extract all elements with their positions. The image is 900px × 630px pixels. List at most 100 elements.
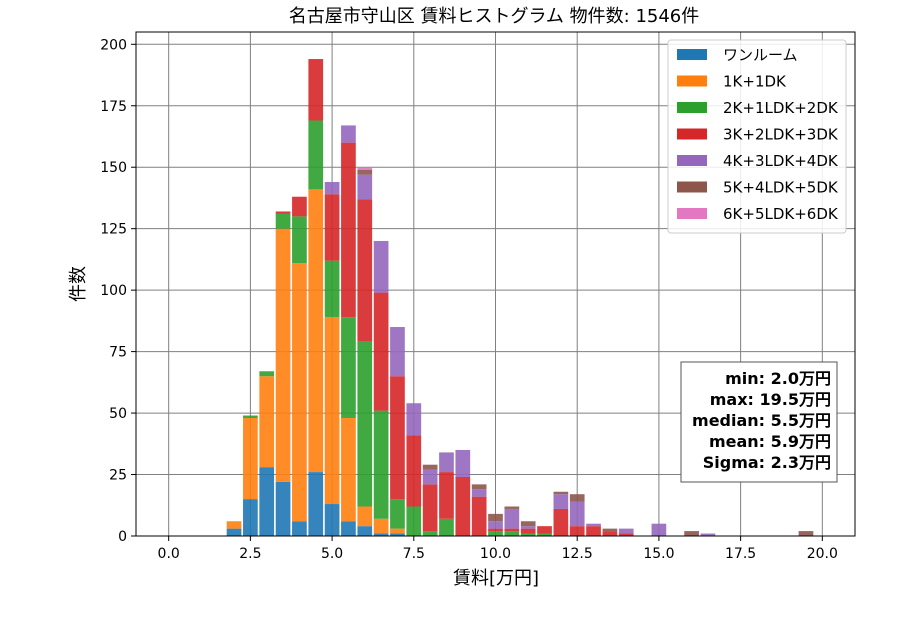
- legend-label-2: 2K+1LDK+2DK: [723, 99, 839, 117]
- bar-9.5-series-3: [471, 496, 487, 536]
- y-tick-label-0: 0: [118, 529, 127, 545]
- legend-label-4: 4K+3LDK+4DK: [723, 152, 839, 170]
- bar-2.5-series-1: [243, 417, 258, 500]
- legend: ワンルーム 1K+1DK 2K+1LDK+2DK 3K+2LDK+3DK 4K+3LDK…: [667, 39, 847, 234]
- bar-6.5-series-0: [373, 533, 389, 536]
- bar-6-series-2: [357, 341, 373, 507]
- stats-annotation-box: min: 2.0万円 max: 19.5万円 median: 5.5万円 mean: …: [680, 361, 838, 483]
- x-tick-label-1: 2.5: [239, 546, 261, 562]
- bar-3.5-series-0: [275, 481, 291, 536]
- bar-8.5-series-3: [439, 472, 454, 519]
- x-tick-label-5: 12.5: [562, 546, 593, 562]
- bar-5-series-0: [324, 504, 340, 536]
- bar-9.5-series-4: [471, 489, 487, 497]
- bar-10.5-series-3: [504, 528, 520, 532]
- bar-11-series-5: [520, 521, 536, 527]
- y-tick-label-6: 150: [100, 160, 127, 176]
- legend-swatch-4: [677, 155, 707, 166]
- bar-10.5-series-2: [504, 531, 520, 536]
- stats-line-3: mean: 5.9万円: [709, 432, 831, 451]
- bar-6.5-series-4: [373, 240, 389, 293]
- bar-6-series-3: [357, 199, 373, 342]
- y-axis-title: 件数: [68, 266, 89, 302]
- legend-label-5: 5K+4LDK+5DK: [723, 179, 839, 197]
- bar-9.5-series-5: [471, 484, 487, 490]
- stats-line-2: median: 5.5万円: [692, 411, 831, 430]
- bar-10-series-2: [488, 531, 503, 536]
- stats-line-4: Sigma: 2.3万円: [703, 453, 831, 472]
- legend-swatch-1: [677, 75, 707, 87]
- bar-4-series-3: [292, 196, 307, 217]
- bar-2.5-series-2: [243, 415, 258, 418]
- bar-8.5-series-4: [439, 452, 454, 473]
- bar-3.5-series-1: [275, 228, 291, 482]
- x-tick-label-8: 20.0: [807, 546, 838, 562]
- bar-6-series-1: [357, 506, 373, 527]
- bar-3-series-2: [259, 371, 275, 377]
- bar-10.5-series-4: [504, 508, 520, 529]
- bar-7-series-4: [390, 327, 405, 377]
- y-tick-label-5: 125: [100, 222, 127, 238]
- bar-7-series-1: [390, 528, 405, 534]
- bar-6-series-0: [357, 526, 373, 536]
- bar-11.5-series-2: [537, 533, 552, 536]
- bar-5.5-series-0: [341, 521, 356, 536]
- bar-5-series-3: [324, 194, 340, 261]
- bar-13.5-series-5: [602, 528, 618, 532]
- bar-8-series-3: [422, 484, 438, 532]
- bar-13-series-3: [586, 526, 601, 536]
- bar-7.5-series-3: [406, 435, 422, 507]
- bar-15-series-4: [651, 523, 667, 536]
- y-tick-label-7: 175: [100, 99, 127, 115]
- bar-8-series-5: [422, 464, 438, 470]
- stats-line-1: max: 19.5万円: [710, 390, 831, 409]
- bar-5.5-series-3: [341, 142, 356, 318]
- bar-6-series-5: [357, 169, 373, 175]
- bar-14-series-4: [618, 528, 634, 534]
- bar-10-series-3: [488, 528, 503, 532]
- bar-8.5-series-2: [439, 518, 454, 536]
- x-tick-label-6: 15.0: [643, 546, 674, 562]
- bar-6-series-4: [357, 174, 373, 200]
- legend-label-3: 3K+2LDK+3DK: [723, 126, 839, 144]
- bar-3-series-0: [259, 467, 275, 536]
- bar-6.5-series-3: [373, 292, 389, 411]
- legend-label-0: ワンルーム: [723, 46, 798, 64]
- y-axis-ticks: 0 25 50 75 100 125 150 175 200: [100, 37, 136, 545]
- bar-2-series-1: [226, 521, 242, 529]
- stats-line-0: min: 2.0万円: [725, 369, 831, 388]
- bar-7.5-series-4: [406, 403, 422, 436]
- bar-stacks: [226, 59, 814, 536]
- legend-swatch-6: [677, 208, 707, 219]
- bar-9-series-4: [455, 449, 471, 477]
- x-axis-title: 賃料[万円]: [453, 568, 539, 589]
- bar-12.5-series-3: [569, 526, 585, 536]
- bar-5-series-4: [324, 181, 340, 195]
- bar-5.5-series-2: [341, 317, 356, 418]
- bar-11-series-3: [520, 528, 536, 534]
- bar-7-series-3: [390, 376, 405, 500]
- bar-12.5-series-5: [569, 494, 585, 502]
- bar-4-series-0: [292, 521, 307, 536]
- y-tick-label-1: 25: [109, 468, 127, 484]
- bar-11-series-4: [520, 526, 536, 529]
- chart-title: 名古屋市守山区 賃料ヒストグラム 物件数: 1546件: [289, 6, 700, 27]
- bar-5-series-1: [324, 317, 340, 505]
- y-tick-label-4: 100: [100, 283, 127, 299]
- bar-12-series-3: [553, 508, 569, 536]
- bar-16.5-series-4: [700, 533, 716, 536]
- legend-swatch-5: [677, 181, 707, 193]
- x-tick-label-4: 10.0: [480, 546, 511, 562]
- x-tick-label-0: 0.0: [158, 546, 180, 562]
- bar-13.5-series-3: [602, 531, 618, 536]
- bar-4-series-1: [292, 263, 307, 522]
- bar-3.5-series-2: [275, 213, 291, 229]
- stats-frame: [680, 361, 838, 483]
- bar-12-series-5: [553, 491, 569, 495]
- bar-2.5-series-0: [243, 499, 258, 536]
- bar-5-series-2: [324, 260, 340, 318]
- x-tick-label-7: 17.5: [725, 546, 756, 562]
- bar-4.5-series-2: [308, 120, 324, 190]
- bar-5.5-series-4: [341, 125, 356, 143]
- bar-6.5-series-2: [373, 410, 389, 519]
